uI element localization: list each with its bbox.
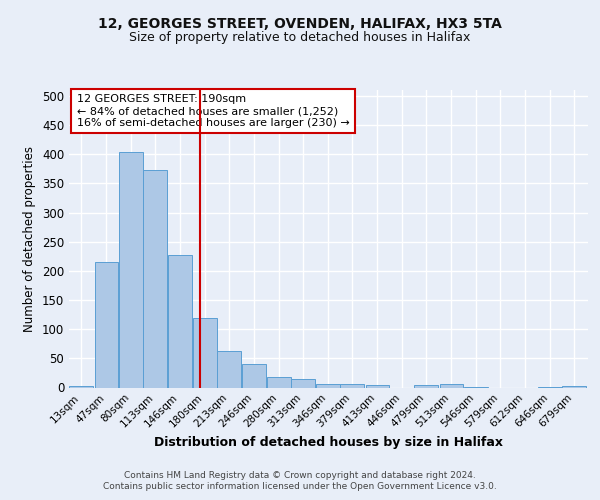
Bar: [365, 384, 389, 388]
Text: Size of property relative to detached houses in Halifax: Size of property relative to detached ho…: [130, 31, 470, 44]
Bar: [95, 262, 118, 388]
Bar: [316, 384, 340, 388]
Bar: [242, 364, 266, 388]
Bar: [168, 254, 191, 388]
Bar: [415, 384, 438, 388]
Bar: [267, 377, 291, 388]
Text: 12, GEORGES STREET, OVENDEN, HALIFAX, HX3 5TA: 12, GEORGES STREET, OVENDEN, HALIFAX, HX…: [98, 18, 502, 32]
Bar: [70, 386, 93, 388]
X-axis label: Distribution of detached houses by size in Halifax: Distribution of detached houses by size …: [154, 436, 503, 449]
Bar: [538, 387, 562, 388]
Bar: [440, 384, 463, 388]
Bar: [193, 318, 217, 388]
Bar: [143, 170, 167, 388]
Y-axis label: Number of detached properties: Number of detached properties: [23, 146, 37, 332]
Text: 12 GEORGES STREET: 190sqm
← 84% of detached houses are smaller (1,252)
16% of se: 12 GEORGES STREET: 190sqm ← 84% of detac…: [77, 94, 350, 128]
Bar: [119, 152, 143, 388]
Bar: [464, 387, 488, 388]
Bar: [217, 351, 241, 388]
Text: Contains public sector information licensed under the Open Government Licence v3: Contains public sector information licen…: [103, 482, 497, 491]
Text: Contains HM Land Registry data © Crown copyright and database right 2024.: Contains HM Land Registry data © Crown c…: [124, 471, 476, 480]
Bar: [292, 380, 315, 388]
Bar: [562, 386, 586, 388]
Bar: [340, 384, 364, 388]
